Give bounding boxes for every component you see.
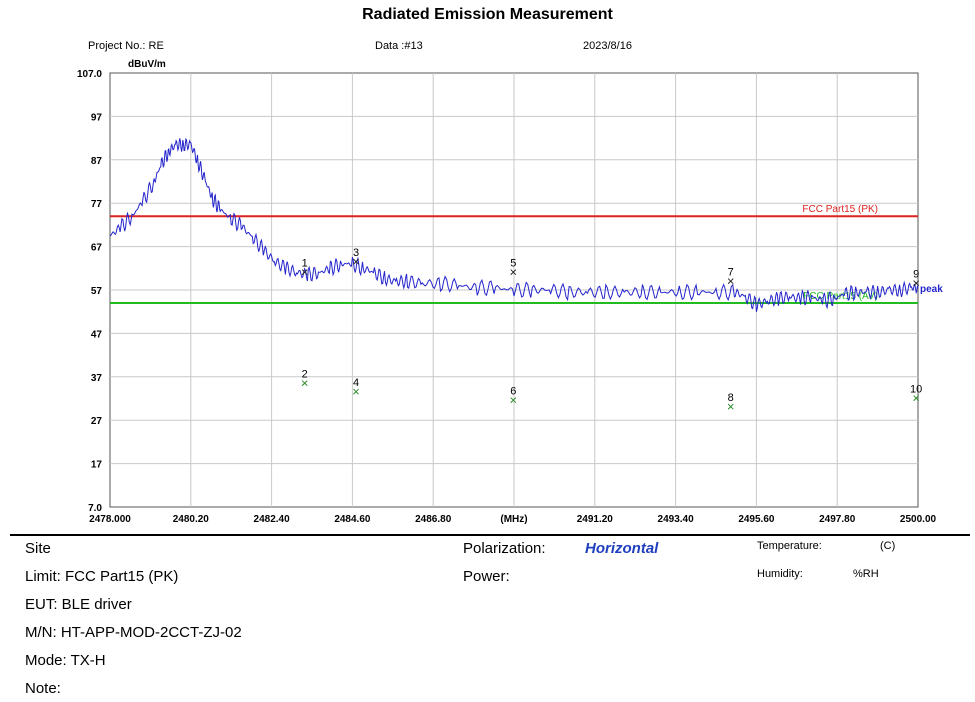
x-tick-label: 2493.40 (658, 514, 695, 525)
temperature-unit: (C) (880, 540, 896, 552)
mode-label: Mode: TX-H (25, 652, 106, 669)
y-tick-label: 17 (91, 460, 103, 471)
emission-chart: 2478.000 2480.20 2482.40 2484.60 2486.80 (MHz… (77, 69, 943, 525)
x-tick-label: 2482.40 (254, 514, 291, 525)
marker-x: × (912, 391, 920, 406)
temperature-label: Temperature: (757, 540, 822, 552)
x-tick-label: 2495.60 (738, 514, 775, 525)
humidity-unit: %RH (853, 568, 879, 580)
marker-label: 5 (510, 258, 516, 270)
y-tick-label: 47 (91, 329, 103, 340)
x-tick-label: 2484.60 (334, 514, 371, 525)
y-tick-label: 97 (91, 112, 103, 123)
humidity-label: Humidity: (757, 568, 803, 580)
marker-label: 10 (910, 384, 922, 396)
marker-x: × (509, 393, 517, 408)
marker-label: 1 (302, 258, 308, 270)
data-id: Data :#13 (375, 40, 423, 52)
y-tick-label: 67 (91, 243, 103, 254)
marker-label: 9 (913, 268, 919, 280)
marker-x: × (509, 265, 517, 280)
site-label: Site (25, 540, 51, 557)
marker-label: 6 (510, 386, 516, 398)
marker-x: × (352, 254, 360, 269)
footer-divider (10, 534, 970, 536)
model-number-label: M/N: HT-APP-MOD-2CCT-ZJ-02 (25, 624, 242, 641)
x-tick-label: (MHz) (500, 514, 527, 525)
marker-x: × (352, 384, 360, 399)
eut-label: EUT: BLE driver (25, 596, 132, 613)
marker-x: × (727, 399, 735, 414)
marker-label: 2 (302, 368, 308, 380)
note-label: Note: (25, 680, 61, 697)
y-tick-label: 37 (91, 373, 103, 384)
measurement-date: 2023/8/16 (583, 40, 632, 52)
peak-series-tag: peak (920, 284, 943, 295)
marker-x: × (912, 275, 920, 290)
y-tick-label: 87 (91, 156, 103, 167)
x-tick-label: 2480.20 (173, 514, 210, 525)
chart-title: Radiated Emission Measurement (362, 6, 613, 23)
marker-label: 4 (353, 377, 359, 389)
x-tick-label: 2478.000 (89, 514, 131, 525)
x-tick-label: 2497.80 (819, 514, 856, 525)
project-number: Project No.: RE (88, 40, 164, 52)
marker-x: × (727, 273, 735, 288)
y-tick-label: 77 (91, 199, 103, 210)
y-tick-label: 107.0 (77, 69, 102, 80)
x-tick-label: 2491.20 (577, 514, 614, 525)
polarization-label: Polarization: (463, 540, 546, 557)
marker-label: 8 (728, 392, 734, 404)
marker-label: 7 (728, 266, 734, 278)
limit-label: FCC Part15 (PK) (802, 204, 878, 215)
marker-x: × (301, 375, 309, 390)
y-tick-label: 27 (91, 416, 103, 427)
x-tick-label: 2500.00 (900, 514, 937, 525)
y-tick-label: 7.0 (88, 503, 102, 514)
series-line (109, 137, 919, 312)
y-unit-label: dBuV/m (128, 59, 166, 70)
x-tick-label: 2486.80 (415, 514, 452, 525)
y-tick-label: 57 (91, 286, 103, 297)
limit-label: Limit: FCC Part15 (PK) (25, 568, 179, 585)
power-label: Power: (463, 568, 510, 585)
marker-x: × (301, 265, 309, 280)
polarization-value: Horizontal (585, 540, 659, 557)
limit-label: FCC Part15 (AV) (803, 291, 878, 302)
marker-label: 3 (353, 247, 359, 259)
